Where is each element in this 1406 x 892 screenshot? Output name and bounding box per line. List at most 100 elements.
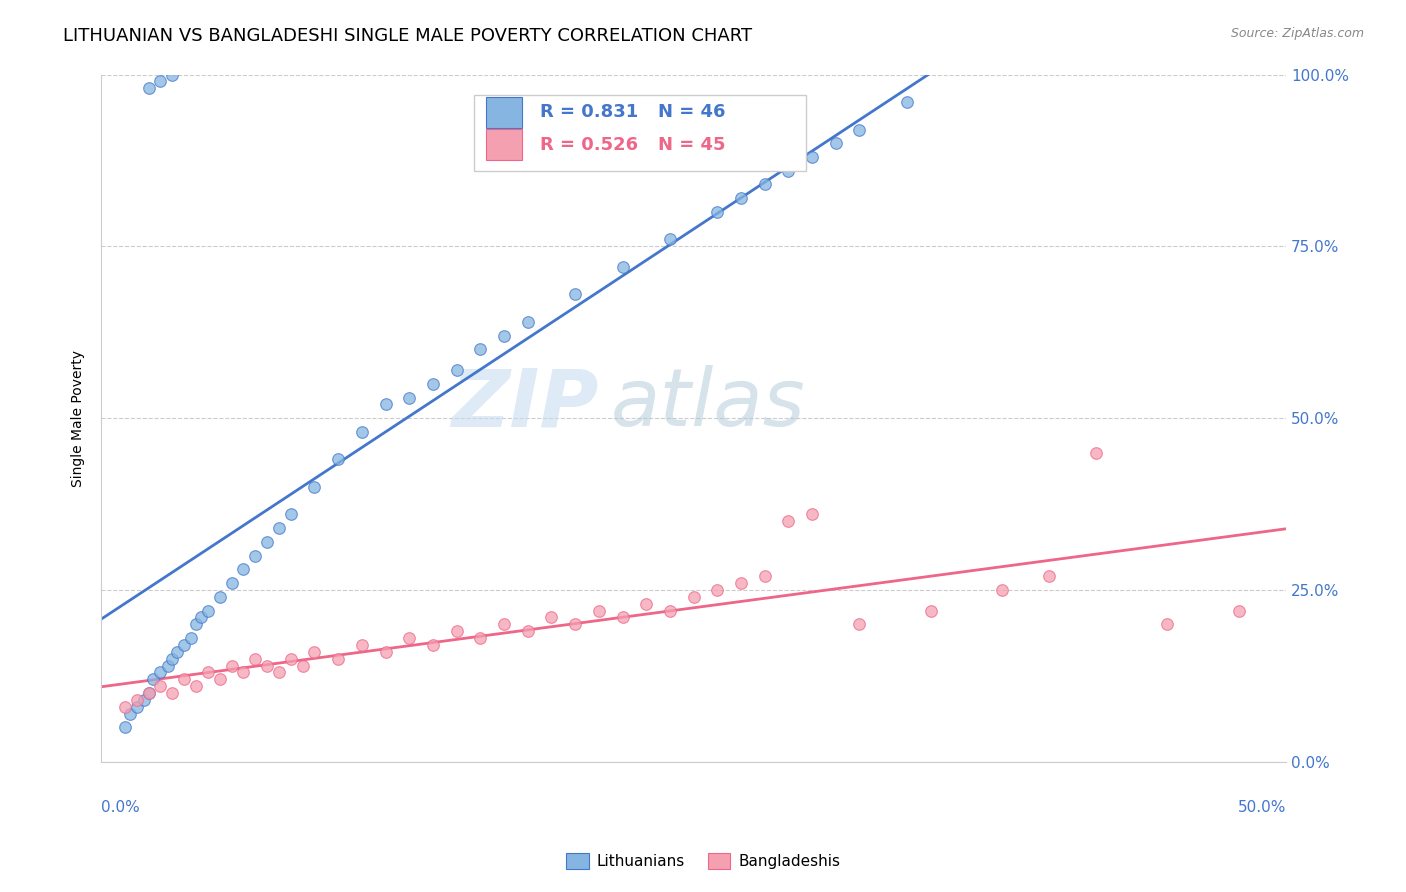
Point	[682, 590, 704, 604]
Point	[232, 562, 254, 576]
Point	[125, 699, 148, 714]
Point	[149, 665, 172, 680]
Point	[470, 343, 492, 357]
Point	[114, 720, 136, 734]
Point	[540, 610, 562, 624]
Point	[350, 638, 373, 652]
Point	[208, 673, 231, 687]
Point	[422, 638, 444, 652]
Point	[190, 610, 212, 624]
Point	[398, 391, 420, 405]
Point	[221, 576, 243, 591]
Point	[516, 315, 538, 329]
Point	[149, 74, 172, 88]
Point	[221, 658, 243, 673]
Text: N = 46: N = 46	[658, 103, 725, 121]
Point	[848, 617, 870, 632]
Point	[470, 631, 492, 645]
Point	[184, 679, 207, 693]
Point	[184, 617, 207, 632]
Point	[920, 604, 942, 618]
Point	[173, 638, 195, 652]
Y-axis label: Single Male Poverty: Single Male Poverty	[72, 350, 86, 487]
Text: ZIP: ZIP	[451, 366, 599, 443]
Point	[245, 651, 267, 665]
Point	[706, 582, 728, 597]
Text: 0.0%: 0.0%	[101, 799, 141, 814]
Point	[328, 452, 350, 467]
Point	[588, 604, 610, 618]
Point	[446, 624, 468, 639]
Point	[132, 693, 155, 707]
Point	[896, 95, 918, 109]
Text: 50.0%: 50.0%	[1237, 799, 1286, 814]
Point	[197, 604, 219, 618]
Point	[149, 679, 172, 693]
Point	[291, 658, 314, 673]
Point	[754, 569, 776, 583]
Point	[730, 191, 752, 205]
Point	[162, 68, 184, 82]
Point	[398, 631, 420, 645]
Point	[114, 699, 136, 714]
Point	[280, 651, 302, 665]
Point	[350, 425, 373, 439]
Point	[1085, 445, 1108, 459]
Point	[197, 665, 219, 680]
Point	[446, 363, 468, 377]
Point	[328, 651, 350, 665]
Text: R = 0.831: R = 0.831	[540, 103, 638, 121]
Point	[138, 686, 160, 700]
Point	[374, 645, 396, 659]
Point	[516, 624, 538, 639]
Point	[1156, 617, 1178, 632]
Point	[267, 665, 290, 680]
Point	[208, 590, 231, 604]
Point	[1038, 569, 1060, 583]
Point	[166, 645, 188, 659]
Point	[492, 328, 515, 343]
Point	[304, 480, 326, 494]
Point	[778, 163, 800, 178]
Point	[138, 686, 160, 700]
Point	[730, 576, 752, 591]
Point	[162, 686, 184, 700]
Point	[848, 122, 870, 136]
Legend: Lithuanians, Bangladeshis: Lithuanians, Bangladeshis	[560, 847, 846, 875]
Text: R = 0.526: R = 0.526	[540, 136, 638, 153]
Point	[280, 508, 302, 522]
FancyBboxPatch shape	[486, 97, 522, 128]
Text: Source: ZipAtlas.com: Source: ZipAtlas.com	[1230, 27, 1364, 40]
Point	[374, 397, 396, 411]
Point	[173, 673, 195, 687]
Point	[754, 178, 776, 192]
Point	[612, 610, 634, 624]
Point	[1227, 604, 1250, 618]
Point	[142, 673, 165, 687]
Point	[990, 582, 1012, 597]
Point	[658, 232, 681, 246]
Point	[778, 514, 800, 528]
Point	[256, 534, 278, 549]
Point	[824, 136, 846, 151]
Point	[636, 597, 658, 611]
Text: LITHUANIAN VS BANGLADESHI SINGLE MALE POVERTY CORRELATION CHART: LITHUANIAN VS BANGLADESHI SINGLE MALE PO…	[63, 27, 752, 45]
Point	[267, 521, 290, 535]
Point	[156, 658, 179, 673]
Point	[256, 658, 278, 673]
Point	[801, 508, 824, 522]
FancyBboxPatch shape	[486, 129, 522, 160]
Point	[162, 651, 184, 665]
Point	[612, 260, 634, 274]
Point	[658, 604, 681, 618]
Point	[232, 665, 254, 680]
Point	[125, 693, 148, 707]
Text: N = 45: N = 45	[658, 136, 725, 153]
Point	[706, 205, 728, 219]
Point	[801, 150, 824, 164]
Point	[564, 287, 586, 301]
Point	[564, 617, 586, 632]
Point	[138, 81, 160, 95]
FancyBboxPatch shape	[474, 95, 806, 170]
Point	[245, 549, 267, 563]
